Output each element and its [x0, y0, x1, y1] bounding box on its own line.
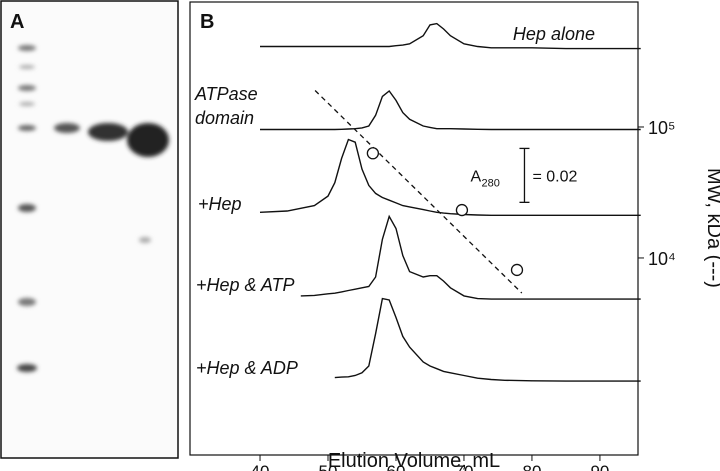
x-tick-label: 70	[455, 462, 474, 471]
panel-label: A	[10, 11, 24, 33]
trace-label: ATPase domain	[194, 84, 258, 128]
y2-tick-label: 10⁴	[648, 249, 676, 269]
trace-label: +Hep	[198, 194, 242, 214]
mw-fit-line	[314, 90, 523, 294]
x-axis-label: Elution Volume, mL	[328, 450, 500, 471]
gel-bands	[17, 45, 169, 372]
panel-label: B	[200, 11, 214, 33]
y2-axis-label: MW, kDa (---)	[703, 168, 720, 288]
gel-panel: A	[0, 0, 179, 459]
scale-bar-label: A	[470, 168, 481, 185]
mw-marker	[366, 147, 380, 160]
gel-frame	[0, 0, 179, 459]
mw-marker	[455, 203, 469, 217]
trace-label: +Hep & ADP	[196, 358, 298, 378]
x-tick-label: 50	[319, 462, 338, 471]
trace	[334, 297, 641, 382]
trace	[260, 89, 641, 131]
y2-tick-label: 10⁵	[648, 118, 675, 138]
x-tick-label: 80	[522, 462, 541, 471]
trace	[259, 138, 641, 216]
scale-bar-subscript: 280	[481, 177, 499, 189]
trace-label: +Hep & ATP	[196, 275, 295, 295]
mw-marker	[510, 263, 524, 277]
trace	[260, 22, 641, 50]
x-tick-label: 90	[590, 462, 609, 471]
scale-bar-text: = 0.02	[532, 168, 577, 185]
trace	[300, 214, 641, 300]
trace-label: Hep alone	[513, 24, 595, 44]
plot-frame	[189, 1, 639, 456]
x-tick-label: 40	[251, 462, 270, 471]
x-tick-label: 60	[387, 462, 406, 471]
